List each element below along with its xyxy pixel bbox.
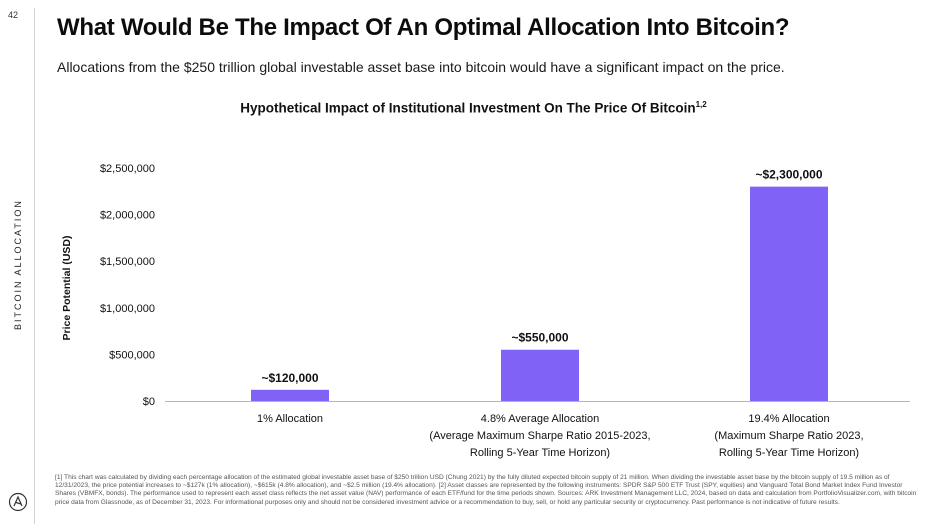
x-tick-label: Rolling 5-Year Time Horizon) — [470, 447, 610, 459]
page-title: What Would Be The Impact Of An Optimal A… — [57, 14, 790, 41]
data-label: ~$120,000 — [261, 371, 318, 385]
data-label: ~$2,300,000 — [755, 168, 822, 182]
data-label: ~$550,000 — [511, 331, 568, 345]
x-tick-label: Rolling 5-Year Time Horizon) — [719, 447, 859, 459]
y-tick-label: $2,500,000 — [100, 163, 155, 175]
bar-chart: $0 $500,000 $1,000,000 $1,500,000 $2,000,000… — [61, 163, 910, 459]
y-tick-label: $1,000,000 — [100, 303, 155, 315]
y-tick-label: $500,000 — [109, 349, 155, 361]
bar — [501, 349, 579, 401]
page-number: 42 — [8, 10, 19, 20]
x-tick-label: 4.8% Average Allocation — [481, 413, 599, 425]
chart-title-footnote-ref: 1,2 — [695, 100, 707, 109]
x-tick-label: (Maximum Sharpe Ratio 2023, — [714, 430, 863, 442]
ark-logo-icon — [8, 492, 28, 512]
bar — [750, 186, 828, 401]
y-tick-label: $2,000,000 — [100, 210, 155, 222]
x-tick-label: 1% Allocation — [257, 413, 323, 425]
page-subtitle: Allocations from the $250 trillion globa… — [57, 59, 785, 75]
y-axis-title: Price Potential (USD) — [61, 235, 73, 340]
chart-title-text: Hypothetical Impact of Institutional Inv… — [240, 100, 696, 116]
x-tick-label: (Average Maximum Sharpe Ratio 2015-2023, — [429, 430, 650, 442]
y-tick-label: $0 — [143, 396, 155, 408]
footnote: [1] This chart was calculated by dividin… — [55, 474, 917, 506]
chart-title: Hypothetical Impact of Institutional Inv… — [0, 100, 947, 116]
side-divider — [34, 8, 35, 524]
x-tick-label: 19.4% Allocation — [748, 413, 829, 425]
y-tick-label: $1,500,000 — [100, 256, 155, 268]
bar — [251, 389, 329, 401]
